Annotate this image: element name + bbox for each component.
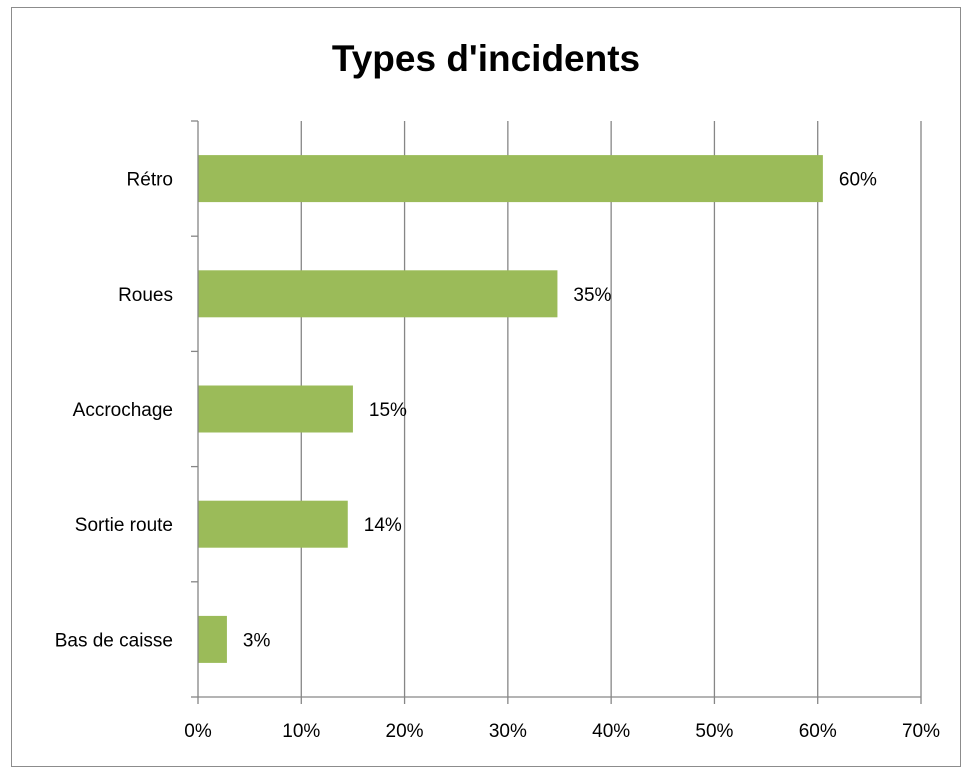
data-label: 35% [573, 285, 611, 306]
category-label: Bas de caisse [55, 630, 173, 651]
x-tick-label: 40% [592, 721, 630, 742]
x-tick-label: 70% [902, 721, 940, 742]
data-label: 60% [839, 170, 877, 191]
axes [191, 120, 922, 704]
bar [198, 270, 558, 318]
x-tick-label: 0% [184, 721, 212, 742]
labels: 0% 10% 20% 30% 40% 50% 60% 70% Rétro 60% Roues 35% A… [55, 170, 940, 742]
x-tick-label: 50% [695, 721, 733, 742]
category-label: Sortie route [75, 515, 173, 536]
bar [198, 500, 348, 548]
category-label: Roues [118, 285, 173, 306]
chart-title: Types d'incidents [331, 38, 641, 79]
x-tick-label: 20% [386, 721, 424, 742]
bar [198, 385, 353, 433]
x-tick-label: 30% [489, 721, 527, 742]
data-label: 15% [369, 400, 407, 421]
category-label: Accrochage [73, 400, 173, 421]
data-label: 14% [364, 515, 402, 536]
data-label: 3% [243, 630, 271, 651]
category-label: Rétro [127, 170, 173, 191]
grid-lines [300, 121, 922, 697]
chart-frame: Types d'incidents [11, 7, 961, 767]
x-tick-label: 10% [282, 721, 320, 742]
bar [198, 615, 227, 663]
bar [198, 155, 823, 203]
x-tick-label: 60% [799, 721, 837, 742]
bars [198, 155, 823, 663]
